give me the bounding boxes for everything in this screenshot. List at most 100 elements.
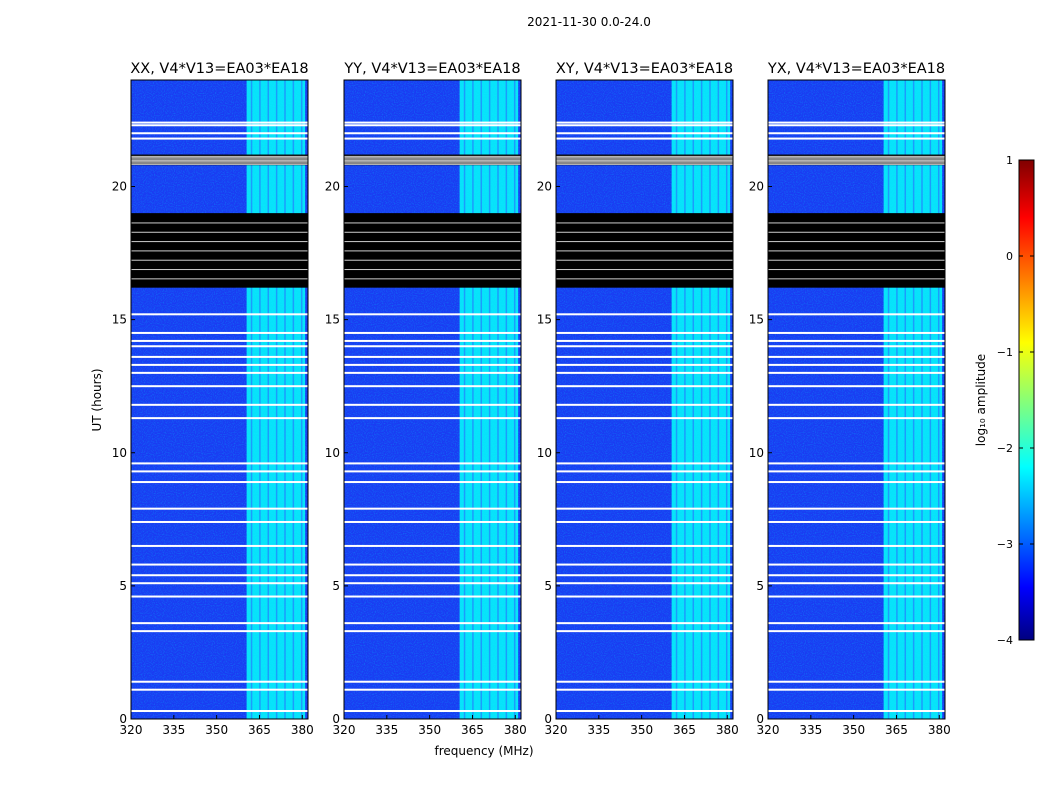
blank-time-row — [131, 582, 308, 585]
flagged-row-line — [768, 161, 945, 163]
blank-time-row — [556, 121, 733, 124]
blank-time-row — [131, 339, 308, 342]
colorbar-tick-label: −3 — [997, 538, 1013, 551]
flagged-row-line — [556, 250, 733, 252]
flagged-row-line — [131, 222, 308, 224]
blank-time-row — [344, 710, 521, 713]
colorbar-tick-label: −1 — [997, 346, 1013, 359]
flagged-row-line — [344, 222, 521, 224]
x-tick-label: 335 — [587, 723, 610, 737]
blank-time-row — [131, 470, 308, 473]
flagged-row-line — [768, 155, 945, 157]
flagged-row-line — [131, 241, 308, 243]
blank-time-row — [131, 313, 308, 316]
blank-time-row — [768, 630, 945, 633]
blank-time-row — [768, 710, 945, 713]
blank-time-row — [768, 462, 945, 465]
flagged-row-line — [131, 231, 308, 233]
blank-time-row — [344, 582, 521, 585]
blank-time-row — [768, 331, 945, 334]
flagged-row-line — [556, 241, 733, 243]
blank-time-row — [344, 137, 521, 140]
blank-time-row — [344, 680, 521, 683]
blank-time-row — [131, 417, 308, 420]
blank-time-row — [344, 688, 521, 691]
blank-time-row — [556, 137, 733, 140]
flagged-row-line — [131, 259, 308, 261]
blank-time-row — [768, 595, 945, 598]
blank-time-row — [344, 331, 521, 334]
x-tick-label: 380 — [928, 723, 951, 737]
blank-time-row — [768, 355, 945, 358]
flagged-row-line — [768, 269, 945, 271]
x-tick-label: 350 — [842, 723, 865, 737]
colorbar-tick-label: −4 — [997, 634, 1013, 647]
y-tick-label: 0 — [544, 712, 552, 726]
rfi-channel-gap — [284, 80, 286, 719]
blank-time-row — [556, 385, 733, 388]
flagged-row-line — [768, 231, 945, 233]
blank-time-row — [344, 630, 521, 633]
y-tick-label: 5 — [756, 579, 764, 593]
blank-time-row — [556, 470, 733, 473]
flagged-row-line — [344, 278, 521, 280]
blank-time-row — [768, 481, 945, 484]
blank-time-row — [768, 544, 945, 547]
y-tick-label: 15 — [325, 313, 340, 327]
panel-title: XY, V4*V13=EA03*EA18 — [556, 61, 733, 77]
blank-time-row — [131, 622, 308, 625]
x-tick-label: 335 — [375, 723, 398, 737]
heatmap-panels: XX, V4*V13=EA03*EA18 320 335 350 365 380 0 5 10 1… — [112, 61, 951, 737]
blank-time-row — [556, 403, 733, 406]
blank-time-row — [768, 520, 945, 523]
blank-time-row — [556, 544, 733, 547]
rfi-channel-gap — [709, 80, 711, 719]
blank-time-row — [556, 520, 733, 523]
blank-time-row — [344, 313, 521, 316]
x-tick-label: 320 — [120, 723, 143, 737]
x-tick-label: 320 — [545, 723, 568, 737]
colorbar-tick-label: 0 — [1006, 250, 1013, 263]
colorbar: 1 0 −1 −2 −3 −4 log₁₀ amplitude — [974, 154, 1035, 647]
rfi-channel-gap — [725, 80, 728, 719]
blank-time-row — [768, 688, 945, 691]
blank-time-row — [131, 403, 308, 406]
x-tick-label: 365 — [885, 723, 908, 737]
rfi-channel-gap — [904, 80, 907, 719]
rfi-channel-gap — [472, 80, 474, 719]
flagged-row-line — [131, 158, 308, 160]
blank-time-row — [131, 520, 308, 523]
y-tick-label: 10 — [749, 446, 764, 460]
flagged-row-line — [131, 159, 308, 161]
flagged-row-line — [344, 162, 521, 164]
blank-time-row — [344, 574, 521, 577]
y-tick-label: 5 — [544, 579, 552, 593]
blank-time-row — [768, 417, 945, 420]
y-tick-label: 15 — [749, 313, 764, 327]
blank-time-row — [344, 385, 521, 388]
x-tick-label: 365 — [673, 723, 696, 737]
flagged-row-line — [556, 162, 733, 164]
y-tick-label: 20 — [537, 180, 552, 194]
blank-time-row — [131, 595, 308, 598]
blank-time-row — [344, 507, 521, 510]
blank-time-row — [344, 121, 521, 124]
flagged-row-line — [344, 159, 521, 161]
flagged-row-line — [344, 157, 521, 159]
flagged-row-line — [344, 161, 521, 163]
blank-time-row — [344, 403, 521, 406]
blank-time-row — [768, 363, 945, 366]
blank-time-row — [556, 630, 733, 633]
rfi-channel-gap — [488, 80, 491, 719]
blank-time-row — [131, 132, 308, 135]
blank-time-row — [131, 371, 308, 374]
blank-time-row — [768, 339, 945, 342]
panel-frame — [130, 79, 309, 720]
blank-time-row — [556, 339, 733, 342]
x-tick-label: 320 — [757, 723, 780, 737]
blank-time-row — [768, 470, 945, 473]
rfi-channel-gap — [505, 80, 508, 719]
blank-time-row — [344, 544, 521, 547]
flagged-row-line — [556, 163, 733, 165]
flagged-row-line — [131, 278, 308, 280]
